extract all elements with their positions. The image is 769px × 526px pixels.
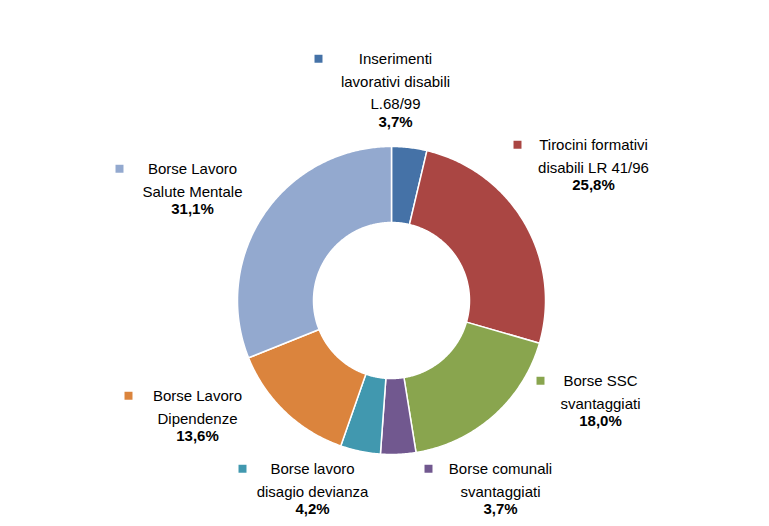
- svg-text:31,1%: 31,1%: [171, 200, 214, 217]
- svg-text:3,7%: 3,7%: [378, 113, 412, 130]
- svg-text:Tirocini formatividisabili LR: Tirocini formatividisabili LR 41/96: [538, 136, 649, 176]
- svg-text:18,0%: 18,0%: [579, 412, 622, 429]
- svg-text:Borse LavoroSalute Mentale: Borse LavoroSalute Mentale: [142, 160, 242, 200]
- svg-text:Borse SSCsvantaggiati: Borse SSCsvantaggiati: [560, 372, 640, 412]
- svg-text:Inserimentilavorativi disabili: Inserimentilavorativi disabiliL.68/99: [341, 50, 450, 112]
- svg-text:Borse lavorodisagio devianza: Borse lavorodisagio devianza: [257, 460, 369, 500]
- svg-text:13,6%: 13,6%: [176, 427, 219, 444]
- svg-text:4,2%: 4,2%: [295, 500, 329, 517]
- svg-text:Borse comunalisvantaggiati: Borse comunalisvantaggiati: [449, 460, 552, 500]
- svg-text:Borse LavoroDipendenze: Borse LavoroDipendenze: [153, 387, 242, 427]
- svg-text:3,7%: 3,7%: [483, 500, 517, 517]
- svg-text:25,8%: 25,8%: [572, 176, 615, 193]
